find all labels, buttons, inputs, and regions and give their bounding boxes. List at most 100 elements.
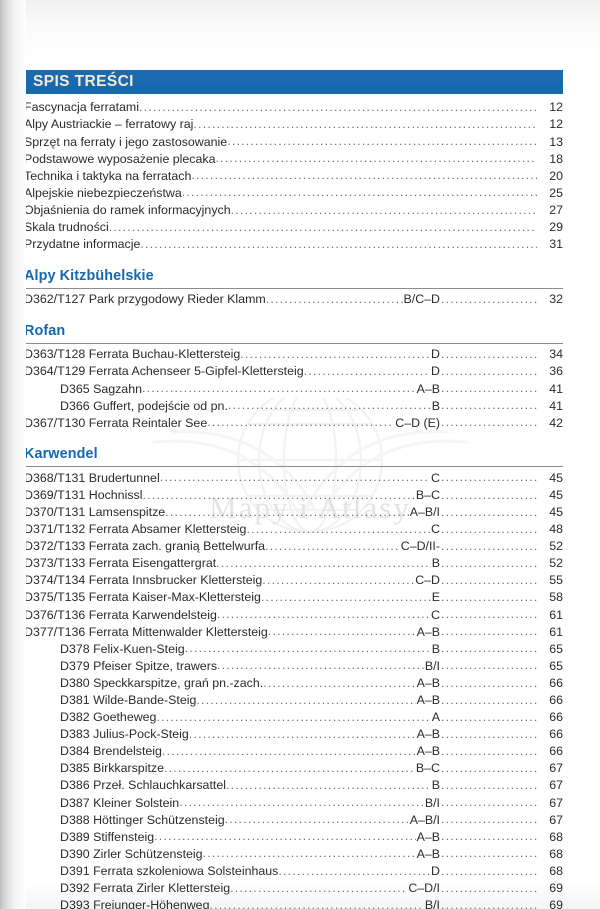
leader-dots xyxy=(196,692,415,704)
toc-entry-title: D378 Felix-Kuen-Steig xyxy=(60,641,185,656)
toc-entry[interactable]: D389 Stiffensteig A–B 68 xyxy=(24,828,563,845)
toc-entry[interactable]: Technika i taktyka na ferratach 20 xyxy=(24,167,563,184)
toc-entry-page-number: 67 xyxy=(549,778,563,793)
leader-dots xyxy=(246,521,430,533)
toc-entry[interactable]: D362/T127 Park przygodowy Rieder Klamm B/… xyxy=(24,291,563,308)
toc-entry[interactable]: Przydatne informacje 31 xyxy=(24,236,563,253)
toc-entry[interactable]: Alpy Austriackie – ferratowy raj 12 xyxy=(24,116,563,133)
toc-entry-page-number: 66 xyxy=(549,693,563,708)
toc-entry-difficulty-grade: A–B xyxy=(416,675,440,690)
toc-entry-difficulty-grade: C xyxy=(431,522,440,537)
toc-entry[interactable]: D367/T130 Ferrata Reintaler See C–D (E) 42 xyxy=(24,414,563,431)
toc-entry-page-number: 45 xyxy=(549,504,563,519)
toc-entry[interactable]: D370/T131 Lamsenspitze A–B/I 45 xyxy=(24,504,563,521)
toc-entry-title: D391 Ferrata szkoleniowa Solsteinhaus xyxy=(60,863,279,878)
toc-entry-page-number: 65 xyxy=(549,641,563,656)
toc-entry[interactable]: D393 Freiunger-Höhenweg B/I 69 xyxy=(24,897,563,909)
toc-entry[interactable]: D374/T134 Ferrata Innsbrucker Kletterste… xyxy=(24,572,563,589)
toc-entry-page-number: 55 xyxy=(549,573,563,588)
toc-entry-page-number: 34 xyxy=(549,347,563,362)
toc-entry[interactable]: D384 Brendelsteig A–B 66 xyxy=(24,743,563,760)
toc-entry[interactable]: Podstawowe wyposażenie plecaka 18 xyxy=(24,150,563,167)
toc-entry-title: D382 Goetheweg xyxy=(60,710,157,725)
toc-entry-title: D393 Freiunger-Höhenweg xyxy=(60,898,210,909)
toc-entry[interactable]: D388 Höttinger Schützensteig A–B/I 67 xyxy=(24,811,563,828)
toc-entry-difficulty-grade: B xyxy=(431,778,440,793)
leader-dots xyxy=(217,657,424,669)
toc-entry[interactable]: D383 Julius-Pock-Steig A–B 66 xyxy=(24,726,563,743)
toc-entry-title: D367/T130 Ferrata Reintaler See xyxy=(24,415,208,430)
toc-entry[interactable]: D382 Goetheweg A 66 xyxy=(24,709,563,726)
toc-entry[interactable]: D392 Ferrata Zirler Klettersteig C–D/I 69 xyxy=(24,880,563,897)
toc-entry[interactable]: D364/T129 Ferrata Achenseer 5-Gipfel-Kle… xyxy=(24,363,563,380)
toc-entry[interactable]: D368/T131 Brudertunnel C 45 xyxy=(24,469,563,486)
toc-entry[interactable]: D363/T128 Ferrata Buchau-Klettersteig D 34 xyxy=(24,346,563,363)
toc-entry-title: D389 Stiffensteig xyxy=(60,829,155,844)
leader-dots-secondary xyxy=(441,692,537,704)
toc-entry-title: Objaśnienia do ramek informacyjnych xyxy=(24,202,231,217)
toc-entry-difficulty-grade: D xyxy=(431,347,440,362)
toc-entry-title: D365 Sagzahn xyxy=(60,381,142,396)
toc-entry[interactable]: D376/T136 Ferrata Karwendelsteig C 61 xyxy=(24,606,563,623)
toc-entry[interactable]: D386 Przeł. Schlauchkarsattel B 67 xyxy=(24,777,563,794)
toc-entry[interactable]: D390 Zirler Schützensteig A–B 68 xyxy=(24,845,563,862)
toc-entry-difficulty-grade: A–B xyxy=(416,744,440,759)
leader-dots-secondary xyxy=(441,845,537,857)
toc-entry[interactable]: D379 Pfeiser Spitze, trawers B/I 65 xyxy=(24,657,563,674)
toc-entry-title: Alpy Austriackie – ferratowy raj xyxy=(24,117,194,132)
leader-dots-secondary xyxy=(441,726,537,738)
toc-entry-difficulty-grade: C–D xyxy=(415,573,440,588)
toc-entry-title: D383 Julius-Pock-Steig xyxy=(60,727,189,742)
leader-dots-secondary xyxy=(441,675,537,687)
toc-entry[interactable]: D381 Wilde-Bande-Steig A–B 66 xyxy=(24,692,563,709)
toc-entry-title: D377/T136 Ferrata Mittenwalder Kletterst… xyxy=(24,624,268,639)
leader-dots-secondary xyxy=(441,880,537,892)
toc-entry[interactable]: D391 Ferrata szkoleniowa Solsteinhaus D 68 xyxy=(24,863,563,880)
toc-entry[interactable]: Skala trudności 29 xyxy=(24,219,563,236)
toc-entry-title: D386 Przeł. Schlauchkarsattel xyxy=(60,778,226,793)
toc-entry[interactable]: D366 Guffert, podejście od pn. B 41 xyxy=(24,397,563,414)
toc-entry-title: Fascynacja ferratami xyxy=(24,100,139,115)
toc-entry-title: D372/T133 Ferrata zach. granią Bettelwur… xyxy=(24,539,266,554)
leader-dots xyxy=(304,363,430,375)
section-divider xyxy=(24,341,563,344)
toc-entry[interactable]: D378 Felix-Kuen-Steig B 65 xyxy=(24,640,563,657)
leader-dots xyxy=(231,202,537,214)
toc-entry-title: D370/T131 Lamsenspitze xyxy=(24,504,166,519)
toc-entry[interactable]: D375/T135 Ferrata Kaiser-Max-Kletterstei… xyxy=(24,589,563,606)
toc-entry[interactable]: Fascynacja ferratami 12 xyxy=(24,99,563,116)
toc-entry-title: D364/T129 Ferrata Achenseer 5-Gipfel-Kle… xyxy=(24,364,304,379)
toc-entry[interactable]: D380 Speckkarspitze, grań pn.-zach. A–B 66 xyxy=(24,675,563,692)
leader-dots xyxy=(263,675,415,687)
toc-entry[interactable]: D387 Kleiner Solstein B/I 67 xyxy=(24,794,563,811)
toc-entry-difficulty-grade: D xyxy=(431,364,440,379)
toc-entry[interactable]: D372/T133 Ferrata zach. granią Bettelwur… xyxy=(24,538,563,555)
intro-entry-list: Fascynacja ferratami12Alpy Austriackie –… xyxy=(24,99,563,253)
toc-entry[interactable]: Sprzęt na ferraty i jego zastosowanie 13 xyxy=(24,133,563,150)
toc-entry-title: D375/T135 Ferrata Kaiser-Max-Kletterstei… xyxy=(24,590,261,605)
toc-entry[interactable]: D369/T131 Hochnissl B–C 45 xyxy=(24,487,563,504)
toc-entry-title: D380 Speckkarspitze, grań pn.-zach. xyxy=(60,675,264,690)
toc-entry-difficulty-grade: C–D (E) xyxy=(395,415,440,430)
leader-dots xyxy=(217,606,430,618)
leader-dots xyxy=(164,760,415,772)
leader-dots-secondary xyxy=(441,414,537,426)
toc-entry[interactable]: Alpejskie niebezpieczeństwa 25 xyxy=(24,184,563,201)
toc-entry[interactable]: D365 Sagzahn A–B 41 xyxy=(24,380,563,397)
leader-dots xyxy=(189,726,416,738)
section-divider xyxy=(24,286,563,289)
toc-entry[interactable]: Objaśnienia do ramek informacyjnych 27 xyxy=(24,202,563,219)
toc-entry-page-number: 12 xyxy=(549,117,563,132)
toc-entry[interactable]: D385 Birkkarspitze B–C 67 xyxy=(24,760,563,777)
toc-entry-page-number: 12 xyxy=(549,100,563,115)
toc-entry-difficulty-grade: B/I xyxy=(424,658,440,673)
toc-entry[interactable]: D371/T132 Ferrata Absamer Klettersteig C 4… xyxy=(24,521,563,538)
toc-entry-title: Alpejskie niebezpieczeństwa xyxy=(24,185,182,200)
toc-entry[interactable]: D377/T136 Ferrata Mittenwalder Kletterst… xyxy=(24,623,563,640)
leader-dots-secondary xyxy=(441,760,537,772)
toc-entry-page-number: 41 xyxy=(549,398,563,413)
toc-entry-title: D387 Kleiner Solstein xyxy=(60,795,180,810)
leader-dots xyxy=(215,150,537,162)
leader-dots-secondary xyxy=(441,828,537,840)
toc-entry[interactable]: D373/T133 Ferrata Eisengattergrat B 52 xyxy=(24,555,563,572)
